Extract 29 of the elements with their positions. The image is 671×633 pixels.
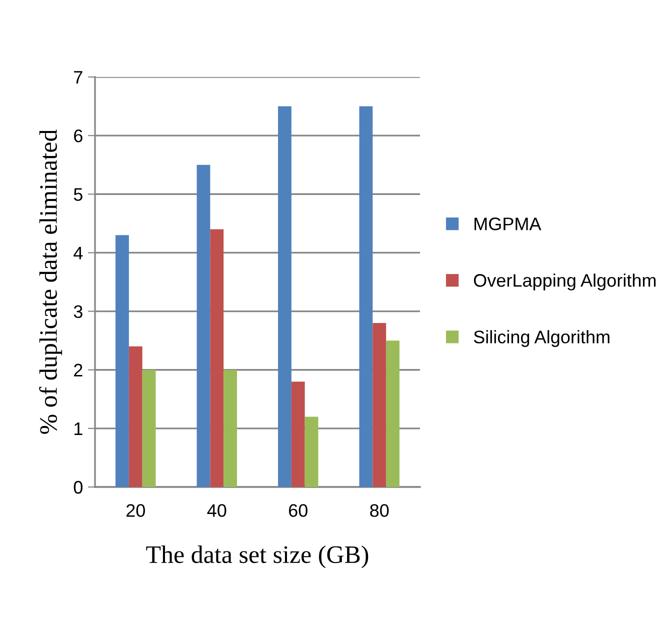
x-tick-label: 60 bbox=[289, 504, 308, 517]
y-axis-title: % of duplicate data eliminated bbox=[39, 130, 62, 434]
bar bbox=[291, 382, 305, 487]
bar bbox=[278, 106, 292, 487]
x-tick-label: 20 bbox=[126, 504, 145, 517]
y-tick-label: 4 bbox=[74, 246, 83, 260]
legend-label: Silicing Algorithm bbox=[474, 330, 610, 347]
bar bbox=[196, 164, 210, 487]
legend-label: OverLapping Algorithm bbox=[474, 274, 656, 290]
bar bbox=[304, 416, 318, 487]
legend-label: MGPMA bbox=[474, 218, 542, 230]
bar bbox=[142, 370, 156, 487]
y-tick-label: 3 bbox=[74, 305, 82, 318]
y-tick-label: 1 bbox=[74, 422, 82, 435]
bar bbox=[116, 235, 129, 487]
x-tick-label: 40 bbox=[207, 504, 226, 517]
x-axis-title: The data set size (GB) bbox=[146, 546, 368, 568]
y-tick-label: 7 bbox=[74, 71, 82, 84]
y-tick-label: 2 bbox=[74, 364, 82, 376]
bar bbox=[386, 340, 400, 487]
y-tick-label: 0 bbox=[74, 480, 82, 494]
bar bbox=[372, 323, 386, 487]
y-tick-label: 5 bbox=[74, 188, 82, 201]
x-tick-label: 80 bbox=[370, 504, 389, 517]
bar bbox=[359, 106, 373, 487]
y-tick-label: 6 bbox=[74, 130, 82, 142]
bar bbox=[224, 370, 237, 487]
bar bbox=[210, 229, 224, 487]
bar bbox=[128, 346, 142, 487]
